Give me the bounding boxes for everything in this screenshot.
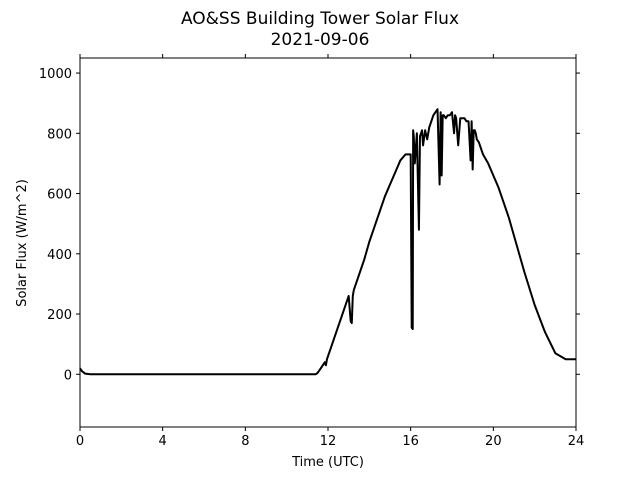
y-tick-label: 800 bbox=[47, 127, 72, 142]
y-tick-label: 200 bbox=[47, 308, 72, 323]
solar-flux-series-line bbox=[79, 108, 576, 376]
y-tick-label: 0 bbox=[64, 368, 72, 383]
chart-subtitle: 2021-09-06 bbox=[271, 30, 370, 50]
chart-title: AO&SS Building Tower Solar Flux bbox=[181, 9, 459, 29]
x-tick-label: 4 bbox=[159, 434, 167, 449]
x-tick-label: 24 bbox=[568, 434, 585, 449]
y-tick-label: 400 bbox=[47, 248, 72, 263]
x-tick-label: 8 bbox=[241, 434, 249, 449]
plot-frame bbox=[79, 57, 577, 428]
x-tick-label: 0 bbox=[76, 434, 84, 449]
y-tick-label: 1000 bbox=[39, 67, 72, 82]
x-tick-label: 12 bbox=[320, 434, 337, 449]
x-axis-label: Time (UTC) bbox=[291, 455, 364, 470]
tick-labels: 0 4 8 12 16 20 24 0 200 400 600 800 1000 bbox=[39, 67, 584, 449]
x-tick-label: 16 bbox=[402, 434, 419, 449]
y-tick-label: 600 bbox=[47, 188, 72, 203]
x-tick-label: 20 bbox=[485, 434, 502, 449]
y-axis-label: Solar Flux (W/m^2) bbox=[15, 179, 30, 307]
axis-ticks bbox=[76, 54, 580, 431]
